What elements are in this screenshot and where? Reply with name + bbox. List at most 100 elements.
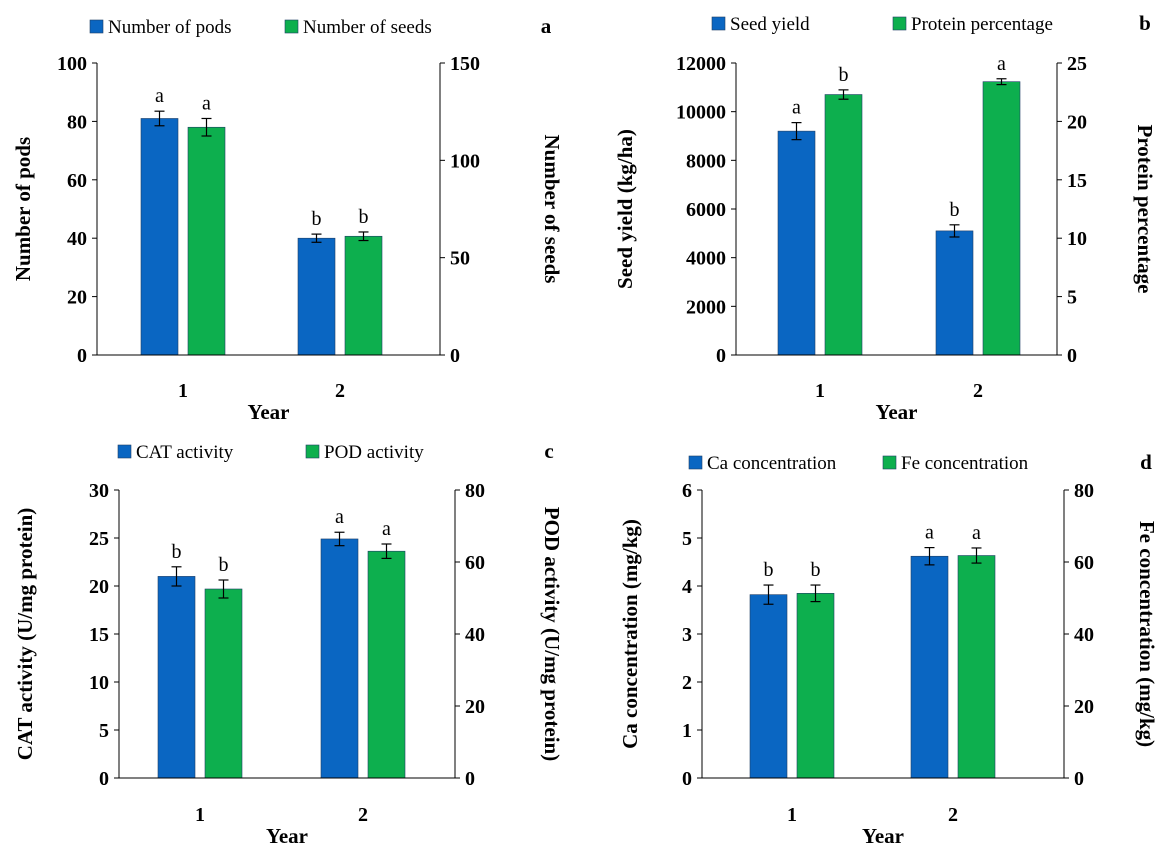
y-tick-left-label-b-2: 4000 — [686, 248, 726, 270]
y-tick-right-label-c-1: 20 — [465, 696, 485, 718]
legend-swatch-d-0 — [688, 455, 703, 470]
y-tick-left-label-b-0: 0 — [716, 345, 726, 367]
bar-c-1-0 — [204, 588, 243, 779]
y-tick-left-label-d-4: 4 — [682, 576, 692, 598]
bar-d-1-0 — [796, 593, 835, 779]
y-tick-right-label-b-1: 5 — [1067, 287, 1077, 309]
bar-a-1-0 — [187, 126, 226, 356]
y-tick-right-label-b-3: 15 — [1067, 170, 1087, 192]
y-tick-left-label-d-5: 5 — [682, 528, 692, 550]
y-tick-right-label-a-3: 150 — [450, 53, 480, 75]
y-tick-right-label-a-1: 50 — [450, 248, 470, 270]
x-axis-title-c: Year — [266, 824, 308, 847]
y-axis-left-title-d: Ca concentration (mg/kg) — [618, 519, 642, 749]
y-axis-left-title-b: Seed yield (kg/ha) — [613, 129, 637, 289]
legend-label-b-0: Seed yield — [730, 14, 810, 35]
legend-label-a-1: Number of seeds — [303, 17, 432, 38]
significance-letter-d-1-0: b — [811, 559, 821, 581]
y-tick-left-label-a-2: 40 — [67, 228, 87, 250]
legend-label-d-1: Fe concentration — [901, 453, 1029, 474]
x-tick-label-b-0: 1 — [815, 380, 825, 402]
legend-swatch-a-0 — [89, 19, 104, 34]
significance-letter-b-0-0: a — [792, 97, 801, 119]
y-tick-right-label-c-3: 60 — [465, 552, 485, 574]
bar-d-0-0 — [749, 594, 788, 779]
x-axis-title-d: Year — [862, 824, 904, 847]
x-tick-label-d-1: 2 — [948, 804, 958, 826]
y-tick-left-label-d-6: 6 — [682, 480, 692, 502]
x-tick-label-d-0: 1 — [787, 804, 797, 826]
x-tick-label-c-0: 1 — [195, 804, 205, 826]
y-axis-right-title-d: Fe concentration (mg/kg) — [1135, 521, 1155, 747]
significance-letter-b-1-0: b — [839, 64, 849, 86]
y-tick-left-label-c-0: 0 — [99, 768, 109, 790]
x-tick-label-b-1: 2 — [973, 380, 983, 402]
bar-d-0-1 — [910, 555, 949, 779]
bar-c-1-1 — [367, 550, 406, 779]
bar-d-1-1 — [957, 555, 996, 779]
significance-letter-d-0-0: b — [764, 559, 774, 581]
bar-b-0-1 — [935, 230, 974, 356]
y-tick-left-label-d-0: 0 — [682, 768, 692, 790]
y-axis-left-title-a: Number of pods — [11, 137, 35, 281]
y-tick-right-label-d-2: 40 — [1074, 624, 1094, 646]
legend-label-c-1: POD activity — [324, 442, 424, 463]
y-axis-right-title-c: POD activity (U/mg protein) — [540, 507, 564, 761]
significance-letter-c-0-0: b — [172, 541, 182, 563]
y-tick-left-label-d-3: 3 — [682, 624, 692, 646]
y-tick-right-label-c-2: 40 — [465, 624, 485, 646]
bar-a-0-0 — [140, 118, 179, 356]
y-tick-left-label-a-0: 0 — [77, 345, 87, 367]
y-tick-right-label-b-0: 0 — [1067, 345, 1077, 367]
y-axis-left-title-c: CAT activity (U/mg protein) — [13, 508, 37, 761]
y-axis-right-title-b: Protein percentage — [1133, 125, 1155, 294]
legend-label-a-0: Number of pods — [108, 17, 231, 38]
y-tick-right-label-b-2: 10 — [1067, 228, 1087, 250]
bar-c-0-1 — [320, 538, 359, 779]
y-tick-left-label-a-1: 20 — [67, 287, 87, 309]
y-tick-left-label-b-4: 8000 — [686, 150, 726, 172]
significance-letter-c-1-0: b — [219, 554, 229, 576]
y-tick-left-label-c-5: 25 — [89, 528, 109, 550]
significance-letter-a-0-0: a — [155, 85, 164, 107]
legend-swatch-b-1 — [892, 16, 907, 31]
y-tick-right-label-d-3: 60 — [1074, 552, 1094, 574]
bar-a-1-1 — [344, 235, 383, 356]
y-tick-right-label-a-2: 100 — [450, 150, 480, 172]
panel-letter-b: b — [1139, 11, 1151, 35]
y-tick-left-label-a-5: 100 — [57, 53, 87, 75]
y-tick-left-label-c-2: 10 — [89, 672, 109, 694]
panel-letter-c: c — [544, 439, 553, 463]
significance-letter-a-0-1: b — [312, 208, 322, 230]
y-tick-right-label-c-4: 80 — [465, 480, 485, 502]
y-tick-right-label-b-5: 25 — [1067, 53, 1087, 75]
bar-b-0-0 — [777, 130, 816, 356]
panel-letter-d: d — [1140, 450, 1152, 474]
y-tick-left-label-d-2: 2 — [682, 672, 692, 694]
y-tick-right-label-d-0: 0 — [1074, 768, 1084, 790]
x-axis-title-b: Year — [876, 400, 918, 424]
y-tick-left-label-d-1: 1 — [682, 720, 692, 742]
y-tick-right-label-c-0: 0 — [465, 768, 475, 790]
y-tick-right-label-a-0: 0 — [450, 345, 460, 367]
y-tick-left-label-b-1: 2000 — [686, 296, 726, 318]
y-axis-right-title-a: Number of seeds — [540, 135, 564, 284]
legend-swatch-a-1 — [284, 19, 299, 34]
y-tick-left-label-b-3: 6000 — [686, 199, 726, 221]
panel-letter-a: a — [541, 14, 552, 38]
y-tick-left-label-c-6: 30 — [89, 480, 109, 502]
x-tick-label-a-0: 1 — [178, 380, 188, 402]
y-tick-left-label-a-3: 60 — [67, 170, 87, 192]
significance-letter-a-1-1: b — [359, 206, 369, 228]
y-tick-left-label-c-3: 15 — [89, 624, 109, 646]
significance-letter-c-1-1: a — [382, 518, 391, 540]
legend-label-b-1: Protein percentage — [911, 14, 1053, 35]
significance-letter-b-1-1: a — [997, 53, 1006, 75]
significance-letter-a-1-0: a — [202, 92, 211, 114]
legend-label-d-0: Ca concentration — [707, 453, 837, 474]
significance-letter-d-0-1: a — [925, 522, 934, 544]
y-tick-left-label-c-1: 5 — [99, 720, 109, 742]
y-tick-right-label-d-4: 80 — [1074, 480, 1094, 502]
legend-label-c-0: CAT activity — [136, 442, 234, 463]
